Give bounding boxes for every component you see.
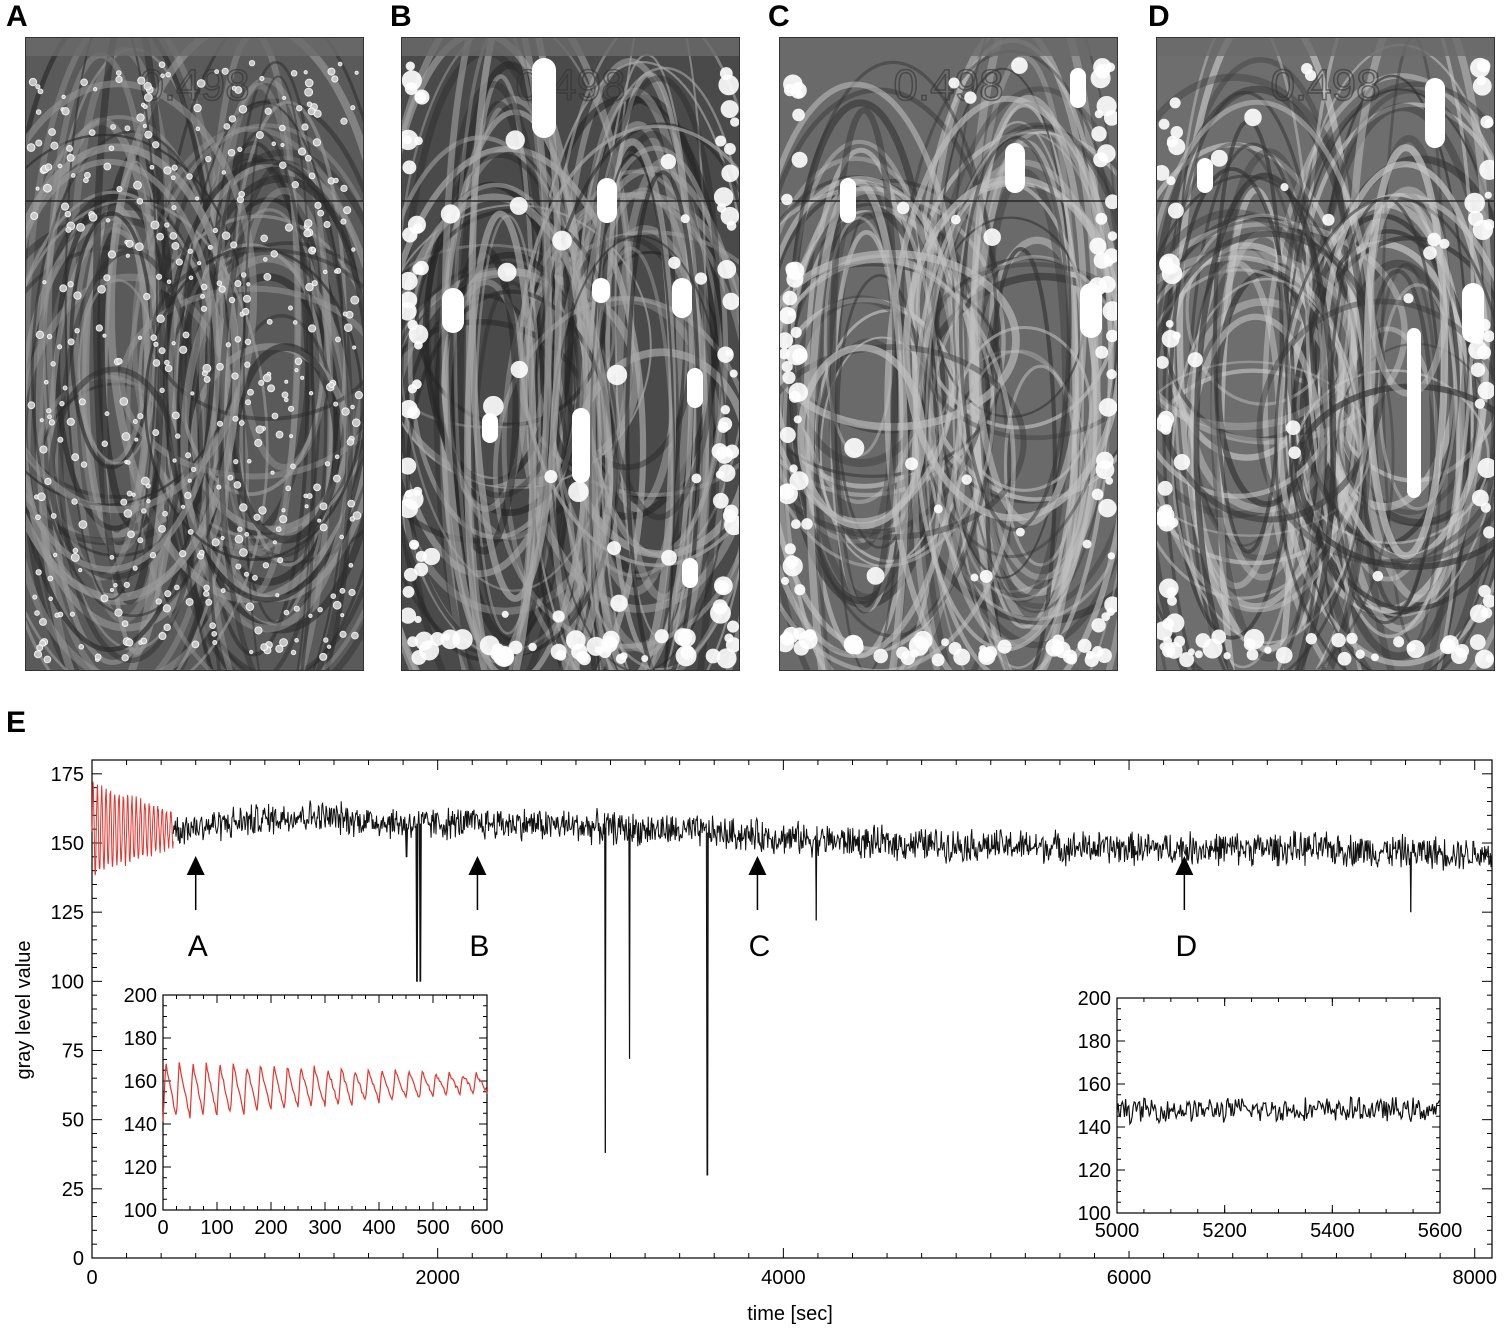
- x-tick-label: 6000: [1107, 1267, 1152, 1289]
- inset-series: [1116, 1096, 1441, 1126]
- flow-photo-a: 0.498: [25, 37, 364, 671]
- panel-letter-c: C: [768, 0, 790, 33]
- annotation-arrow-head: [1175, 856, 1194, 875]
- inset-y-tick-label: 120: [124, 1157, 157, 1179]
- panel-stamp-c: 0.498: [893, 61, 1003, 110]
- inset-y-tick-label: 180: [1078, 1031, 1111, 1053]
- x-axis-label: time [sec]: [747, 1303, 833, 1325]
- inset-late: 5000 5200 5400 5600 100 120 140 160 180 200: [1077, 986, 1462, 1251]
- series-gray-level: [172, 800, 1493, 1176]
- inset-y-tick-label: 100: [124, 1200, 157, 1222]
- inset-series: [162, 1062, 488, 1122]
- inset-background: [1077, 986, 1460, 1251]
- inset-y-tick-label: 160: [1078, 1074, 1111, 1096]
- y-tick-label: 100: [51, 971, 84, 993]
- inset-x-tick-label: 100: [200, 1217, 233, 1239]
- y-tick-label: 150: [51, 833, 84, 855]
- inset-y-tick-label: 160: [124, 1071, 157, 1093]
- panel-letter-d: D: [1148, 0, 1170, 33]
- annotation-label-d: D: [1176, 930, 1198, 963]
- flow-image-d: 0.498: [1157, 38, 1494, 670]
- inset-y-tick-label: 180: [124, 1028, 157, 1050]
- panel-letter-b: B: [390, 0, 412, 33]
- flow-photo-b: 0.498: [401, 37, 740, 671]
- flow-photo-d: 0.498: [1156, 37, 1495, 671]
- panel-stamp-a: 0.498: [139, 61, 249, 110]
- inset-x-tick-label: 5200: [1202, 1220, 1247, 1242]
- inset-x-tick-label: 400: [362, 1217, 395, 1239]
- flow-image-c: 0.498: [780, 38, 1117, 670]
- annotation-arrow-head: [748, 856, 767, 875]
- inset-y-tick-label: 200: [1078, 988, 1111, 1010]
- annotation-arrow-head: [186, 856, 205, 875]
- annotation-label-a: A: [188, 930, 208, 963]
- inset-y-tick-label: 100: [1078, 1203, 1111, 1225]
- inset-y-tick-label: 140: [1078, 1117, 1111, 1139]
- y-tick-label: 50: [62, 1110, 84, 1132]
- panel-stamp-d: 0.498: [1270, 61, 1380, 110]
- y-tick-label: 125: [51, 902, 84, 924]
- inset-background: [123, 983, 507, 1248]
- annotation-label-c: C: [749, 930, 771, 963]
- inset-y-tick-label: 200: [124, 985, 157, 1007]
- series-early-oscillation: [91, 781, 174, 876]
- x-tick-label: 4000: [761, 1267, 806, 1289]
- inset-x-tick-label: 0: [157, 1217, 168, 1239]
- panel-letter-e: E: [6, 706, 27, 739]
- flow-image-b: 0.498: [402, 38, 739, 670]
- inset-y-tick-label: 120: [1078, 1160, 1111, 1182]
- inset-x-tick-label: 5600: [1418, 1220, 1463, 1242]
- panel-letter-a: A: [6, 0, 28, 33]
- flow-image-a: 0.498: [26, 38, 363, 670]
- inset-x-tick-label: 500: [416, 1217, 449, 1239]
- flow-photo-c: 0.498: [779, 37, 1118, 671]
- x-tick-label: 2000: [415, 1267, 460, 1289]
- y-tick-label: 175: [51, 764, 84, 786]
- inset-x-tick-label: 300: [308, 1217, 341, 1239]
- y-tick-label: 0: [73, 1248, 84, 1270]
- inset-x-tick-label: 200: [254, 1217, 287, 1239]
- inset-x-tick-label: 600: [470, 1217, 503, 1239]
- y-axis-label: gray level value: [13, 941, 35, 1080]
- y-tick-label: 25: [62, 1179, 84, 1201]
- annotation-arrow-head: [468, 856, 487, 875]
- inset-y-tick-label: 140: [124, 1114, 157, 1136]
- y-tick-label: 75: [62, 1041, 84, 1063]
- inset-x-tick-label: 5400: [1310, 1220, 1355, 1242]
- x-tick-label: 8000: [1452, 1267, 1497, 1289]
- x-tick-label: 0: [86, 1267, 97, 1289]
- inset-x-tick-label: 5000: [1095, 1220, 1140, 1242]
- annotation-label-b: B: [469, 930, 489, 963]
